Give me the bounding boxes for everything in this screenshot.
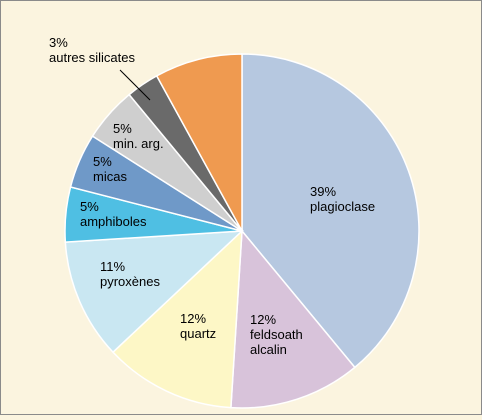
slice-name-label: alcalin bbox=[250, 342, 287, 357]
slice-label-plagioclase: 39% plagioclase bbox=[310, 184, 375, 214]
slice-label-feldsoath-alcalin: 12% feldsoath alcalin bbox=[250, 312, 303, 357]
slice-value-label: 11% bbox=[100, 259, 125, 274]
slice-label-autres-silicates: 3% autres silicates bbox=[49, 35, 135, 65]
slice-name-label: feldsoath bbox=[250, 327, 303, 342]
slice-value-label: 5% bbox=[93, 154, 112, 169]
slice-label-quartz: 12% quartz bbox=[180, 311, 216, 341]
slice-name-label: autres silicates bbox=[49, 50, 135, 65]
slice-name-label: min. arg. bbox=[113, 136, 164, 151]
slice-label-micas: 5% micas bbox=[93, 154, 127, 184]
slice-value-label: 12% bbox=[250, 312, 276, 327]
pie-slice-pyrox-nes bbox=[64, 230, 245, 354]
slice-name-label: amphiboles bbox=[80, 214, 147, 229]
slice-value-label: 12% bbox=[180, 311, 206, 326]
pie-slice-plagioclase bbox=[241, 53, 420, 369]
slice-name-label: quartz bbox=[180, 326, 216, 341]
pie-slice-unlabeled bbox=[155, 53, 243, 232]
slice-value-label: 5% bbox=[80, 199, 99, 214]
slice-name-label: pyroxènes bbox=[100, 274, 160, 289]
autres-silicates-callout-line bbox=[119, 69, 151, 101]
slice-label-min-arg-: 5% min. arg. bbox=[113, 121, 164, 151]
pie-slice-feldsoath-alcalin bbox=[230, 229, 356, 409]
slice-label-amphiboles: 5% amphiboles bbox=[80, 199, 147, 229]
slice-value-label: 3% bbox=[49, 35, 68, 50]
slice-name-label: micas bbox=[93, 169, 127, 184]
slice-value-label: 5% bbox=[113, 121, 132, 136]
slice-value-label: 39% bbox=[310, 184, 336, 199]
pie-slice-quartz bbox=[111, 229, 243, 409]
pie-slices bbox=[64, 53, 420, 409]
slice-name-label: plagioclase bbox=[310, 199, 375, 214]
slice-label-pyrox-nes: 11% pyroxènes bbox=[100, 259, 160, 289]
